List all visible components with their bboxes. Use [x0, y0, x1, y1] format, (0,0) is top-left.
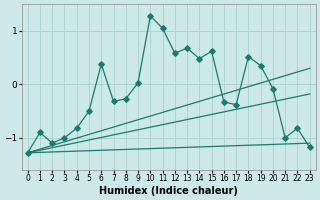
X-axis label: Humidex (Indice chaleur): Humidex (Indice chaleur) [99, 186, 238, 196]
